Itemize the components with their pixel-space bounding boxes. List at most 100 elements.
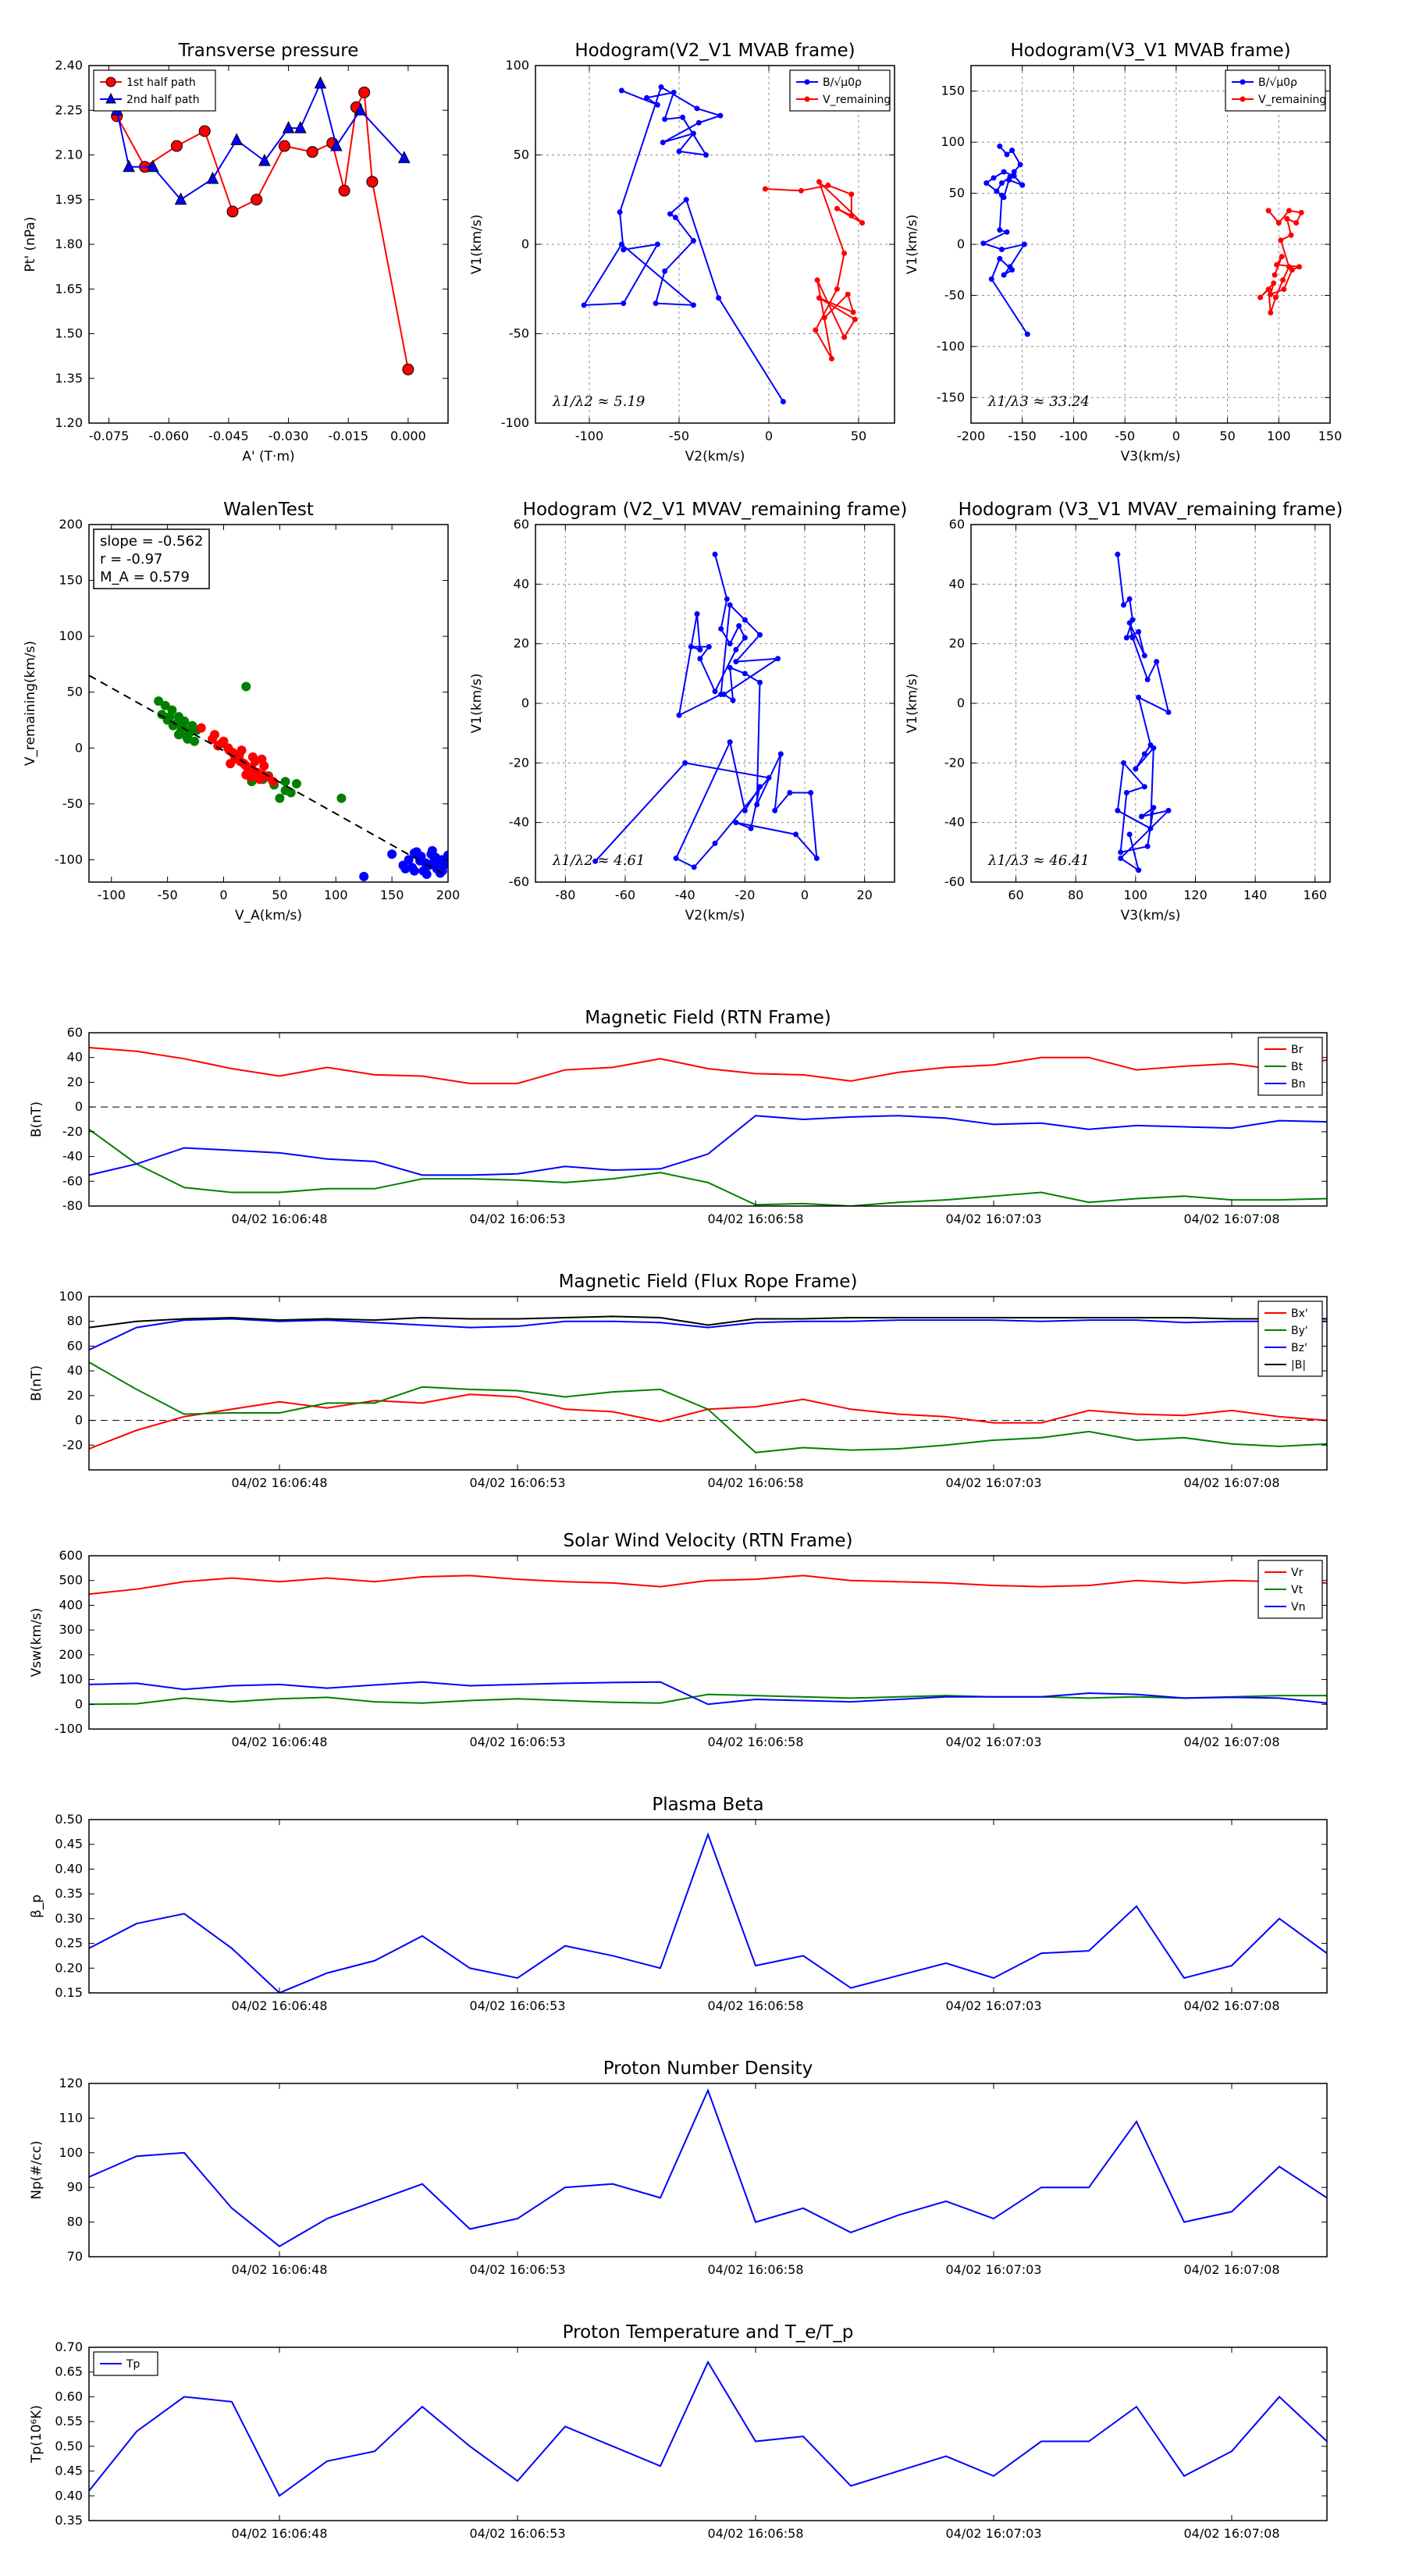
data-marker [644, 94, 650, 101]
x-tick-label: -80 [555, 888, 575, 902]
y-tick-label: 0.40 [55, 2488, 83, 2503]
y-tick-label: 0 [957, 696, 965, 710]
x-tick-label: 50 [272, 888, 287, 902]
data-marker [1144, 843, 1151, 849]
data-marker [1115, 551, 1121, 557]
data-marker [1141, 653, 1147, 659]
data-marker [742, 635, 748, 641]
data-marker [848, 212, 855, 219]
y-tick-label: 100 [59, 1289, 83, 1304]
y-tick-label: 2.40 [55, 58, 83, 73]
scatter-point [160, 700, 170, 710]
x-tick-label: -0.060 [148, 429, 189, 443]
series-line-Np [89, 2088, 1327, 2247]
y-tick-label: 150 [59, 573, 83, 588]
legend-box [93, 69, 216, 112]
scatter-point [400, 863, 411, 873]
data-marker [251, 194, 263, 206]
y-tick-label: -50 [509, 326, 529, 341]
x-axis-label: V2(km/s) [685, 908, 745, 923]
x-tick-label: -50 [669, 429, 689, 443]
y-tick-label: 0.30 [55, 1911, 83, 1926]
data-marker [581, 302, 587, 308]
chart-h12: Hodogram(V2_V1 MVAB frame) -100 -50 0 50 -100… [469, 41, 895, 464]
chart-title: Solar Wind Velocity (RTN Frame) [563, 1531, 852, 1551]
y-tick-label: -40 [62, 1149, 83, 1164]
y-tick-label: 400 [59, 1597, 83, 1612]
chart-beta: Plasma Beta 04/02 16:06:48 04/02 16:06:53 0… [29, 1795, 1328, 2013]
data-marker [1021, 241, 1027, 247]
data-marker [695, 119, 702, 126]
x-tick-label: -50 [158, 888, 178, 902]
x-tick-label: 04/02 16:06:58 [707, 1735, 803, 1749]
scatter-point [183, 734, 193, 744]
plot-area [89, 1832, 1327, 1993]
x-tick-label: -50 [1115, 429, 1135, 443]
y-tick-label: 0.50 [55, 2439, 83, 2453]
y-axis-label: V1(km/s) [469, 215, 485, 275]
chart-title: Transverse pressure [178, 41, 359, 61]
data-marker [816, 295, 822, 301]
data-marker [278, 140, 290, 152]
plot-area [592, 551, 820, 870]
data-marker [816, 179, 822, 185]
data-marker [662, 268, 668, 274]
y-tick-label: -100 [55, 1721, 83, 1736]
legend-label: V_remaining [1258, 94, 1326, 106]
scatter-point [196, 723, 206, 733]
plot-area [89, 2360, 1327, 2497]
y-tick-label: 40 [949, 576, 965, 591]
data-marker [997, 143, 1003, 149]
data-marker [1265, 286, 1272, 293]
data-marker [1147, 825, 1154, 831]
data-marker [676, 148, 682, 155]
y-tick-label: 0 [75, 1696, 83, 1711]
data-marker [1126, 596, 1133, 602]
data-marker [697, 646, 703, 653]
chart-title: Plasma Beta [652, 1795, 763, 1815]
data-marker [841, 334, 848, 340]
data-marker [718, 626, 724, 632]
data-marker [1151, 745, 1157, 751]
y-tick-label: 0 [521, 696, 529, 710]
series-line-0 [594, 553, 818, 869]
scatter-point [210, 730, 219, 740]
data-marker [998, 247, 1005, 253]
x-tick-label: 04/02 16:07:08 [1183, 2262, 1279, 2277]
series-line-β_p [89, 1832, 1327, 1993]
series-line-Br [89, 1047, 1327, 1085]
y-axis-label: V1(km/s) [905, 674, 920, 734]
y-axis-label: Np(#/cc) [29, 2140, 44, 2199]
stats-line: r = -0.97 [100, 551, 163, 568]
legend-marker [804, 96, 810, 102]
axes-frame [88, 1555, 1328, 1730]
x-tick-label: 04/02 16:07:08 [1183, 1212, 1279, 1226]
series-line-Bz' [89, 1318, 1327, 1351]
data-marker [1133, 766, 1139, 772]
scatter-point [280, 777, 290, 787]
data-marker [772, 807, 778, 813]
axes-frame [88, 1032, 1328, 1207]
scatter-point [223, 743, 233, 753]
scatter-point [241, 770, 251, 780]
data-marker [1154, 659, 1160, 665]
y-tick-label: -100 [937, 339, 965, 354]
data-marker [998, 180, 1005, 186]
data-marker [366, 176, 379, 188]
data-marker [1139, 813, 1144, 820]
data-marker [716, 295, 722, 301]
data-marker [691, 864, 697, 870]
data-marker [1006, 177, 1012, 183]
y-tick-label: -20 [509, 755, 529, 770]
x-tick-label: 04/02 16:07:03 [945, 1735, 1041, 1749]
x-tick-label: -0.015 [328, 429, 368, 443]
data-marker [834, 286, 840, 292]
data-marker [1115, 807, 1121, 813]
x-axis-label: V3(km/s) [1121, 449, 1181, 464]
y-tick-label: 0.25 [55, 1936, 83, 1951]
data-marker [1126, 831, 1133, 838]
y-tick-label: 500 [59, 1573, 83, 1588]
data-marker [670, 89, 677, 95]
scatter-point [286, 788, 296, 798]
data-marker [402, 363, 414, 375]
